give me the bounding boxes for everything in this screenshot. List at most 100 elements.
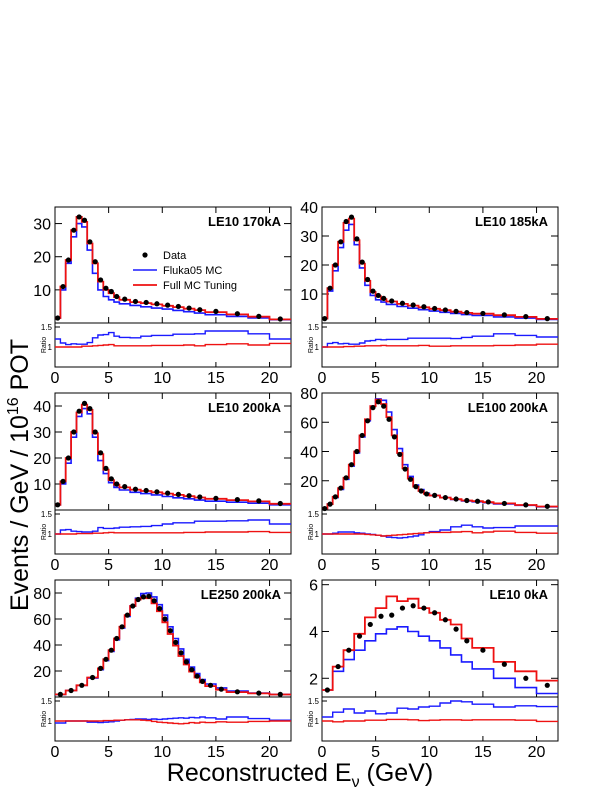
x-tick-label: 5 (371, 557, 380, 574)
data-point (332, 494, 339, 500)
x-tick-label: 15 (474, 557, 492, 574)
data-point (199, 678, 206, 685)
panel-title: LE10 0kA (489, 587, 548, 602)
ratio-y-tick-label: 1 (315, 343, 320, 352)
x-tick-label: 0 (318, 557, 327, 574)
series-full-mc-tuning (55, 403, 291, 506)
panel-1: 10 20 30 0 5 10 15 20 1 1.5 Ratio LE10 170kA Data Flu… (33, 206, 292, 387)
x-tick-label: 10 (420, 370, 438, 387)
y-tick-label: 60 (300, 415, 318, 432)
data-point (108, 476, 114, 482)
data-point (87, 239, 93, 245)
x-tick-label: 5 (371, 744, 380, 761)
y-tick-label: 40 (33, 638, 51, 655)
data-point (418, 488, 424, 494)
series-full-mc-tuning (322, 217, 558, 320)
data-point (335, 663, 341, 670)
ratio-fluka05-mc (55, 330, 291, 346)
data-point (132, 486, 139, 492)
data-point (124, 612, 131, 618)
data-point (544, 682, 550, 688)
y-tick-label: 60 (33, 612, 51, 629)
x-tick-label: 10 (153, 557, 171, 574)
data-point (234, 689, 240, 695)
data-point (130, 603, 136, 609)
y-tick-label: 40 (300, 445, 318, 462)
y-tick-label: 30 (33, 217, 51, 234)
panel-6: 2 4 6 0 5 10 15 20 1 1.5 Ratio LE10 0kA (308, 578, 559, 761)
data-point (256, 498, 262, 504)
data-point (480, 647, 486, 653)
data-point (523, 675, 529, 681)
data-point (103, 656, 109, 662)
data-point (146, 593, 152, 599)
ratio-fluka05-mc (55, 519, 291, 535)
ratio-y-tick-label: 1 (315, 717, 320, 726)
ratio-fluka05-mc (322, 333, 558, 348)
data-point (322, 316, 328, 322)
legend-fluka-label: Fluka05 MC (163, 265, 222, 277)
data-point (442, 494, 448, 501)
data-point (103, 285, 109, 291)
data-point (178, 650, 184, 656)
data-point (375, 292, 381, 299)
ratio-axis-label: Ratio (308, 711, 315, 727)
data-point (359, 432, 365, 439)
panel-title: LE10 170kA (208, 214, 282, 229)
ratio-y-tick-label: 1 (48, 717, 53, 726)
data-point (327, 285, 333, 291)
data-point (165, 490, 171, 496)
legend-tuned-label: Full MC Tuning (163, 280, 237, 292)
ratio-axis-label: Ratio (308, 337, 315, 353)
series-full-mc-tuning (322, 398, 558, 510)
data-point (60, 478, 66, 484)
y-tick-label: 4 (309, 624, 318, 641)
data-point (173, 639, 179, 646)
y-tick-label: 40 (33, 399, 51, 416)
x-tick-label: 20 (528, 744, 546, 761)
data-point (464, 309, 470, 316)
data-point (544, 503, 550, 509)
data-point (338, 485, 344, 491)
data-point (370, 405, 376, 411)
data-point (97, 665, 104, 672)
data-point (389, 612, 395, 618)
y-tick-label: 20 (33, 451, 51, 468)
global-x-label: Reconstructed Eν (GeV) (167, 759, 433, 790)
data-point (453, 308, 459, 314)
data-point (354, 448, 360, 455)
data-point (421, 605, 427, 611)
x-tick-label: 10 (420, 744, 438, 761)
data-point (122, 296, 128, 302)
panel-title: LE250 200kA (201, 587, 282, 602)
data-point (165, 302, 171, 308)
data-point (57, 691, 63, 698)
data-point (432, 610, 438, 616)
series-full-mc-tuning (322, 595, 558, 691)
y-tick-label: 6 (309, 578, 318, 595)
x-label-subscript: ν (352, 774, 360, 790)
ratio-axis-label: Ratio (41, 524, 48, 540)
legend-data-label: Data (163, 250, 187, 262)
ratio-fluka05-mc (322, 700, 558, 718)
data-point (68, 687, 74, 694)
data-point (421, 304, 427, 310)
y-label-exponent: 16 (5, 397, 22, 415)
data-point (154, 301, 160, 307)
ratio-plot-frame (321, 509, 559, 555)
data-point (370, 288, 376, 294)
data-point (55, 502, 61, 508)
ratio-y-tick-label: 1 (315, 530, 320, 539)
ratio-full-mc-tuning (55, 719, 291, 725)
data-point (501, 661, 507, 667)
y-tick-label: 30 (300, 229, 318, 246)
series-fluka05-mc (322, 626, 558, 695)
data-point (175, 303, 181, 310)
x-tick-label: 15 (207, 744, 225, 761)
y-tick-label: 10 (33, 283, 51, 300)
data-point (378, 613, 384, 619)
data-point (423, 491, 430, 497)
x-tick-label: 10 (420, 557, 438, 574)
series-fluka05-mc (55, 407, 291, 506)
